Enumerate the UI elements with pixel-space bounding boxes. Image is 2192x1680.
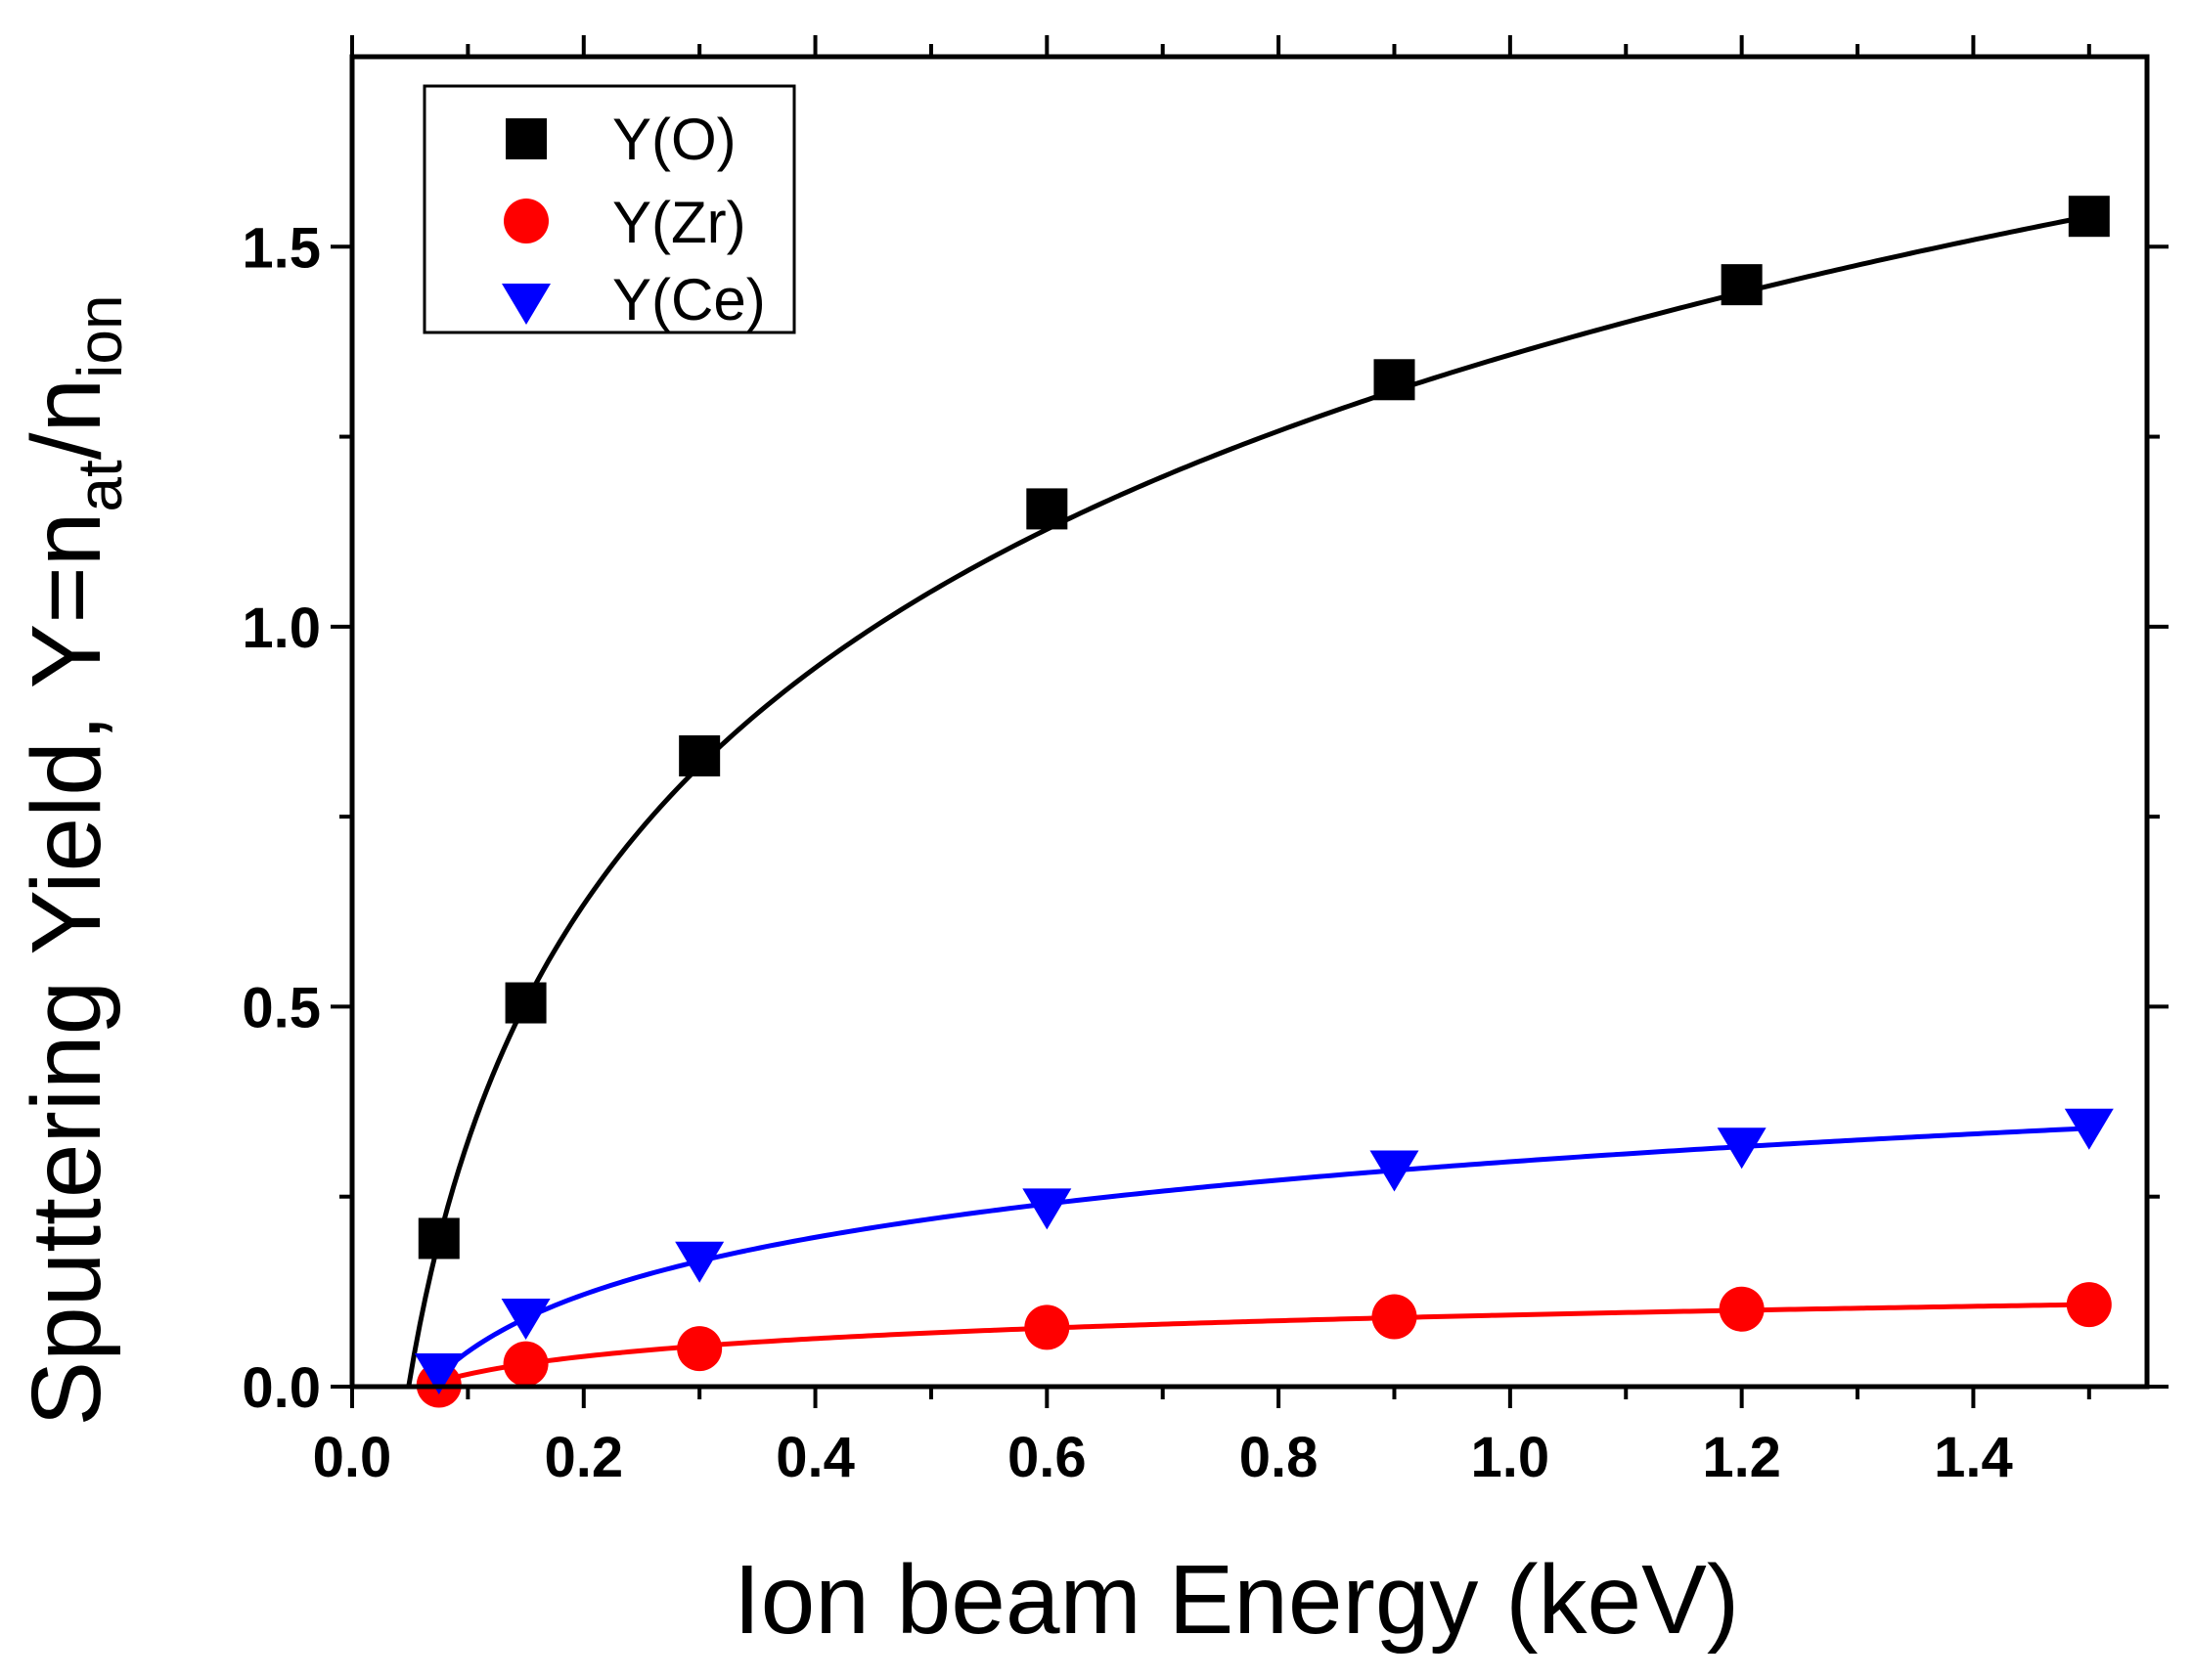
legend-label-o: Y(O) (612, 107, 737, 172)
y-axis-title-mid: /n (12, 378, 121, 460)
data-point-o (1721, 264, 1763, 306)
y-axis-title-sub-at: at (65, 460, 135, 512)
x-tick-label: 0.4 (776, 1426, 855, 1489)
data-point-o (2068, 196, 2110, 238)
data-markers (414, 196, 2114, 1408)
x-axis-title: Ion beam Energy (keV) (734, 1545, 1739, 1655)
data-point-ce (675, 1241, 725, 1283)
data-point-zr (2066, 1282, 2112, 1328)
fit-curve-1 (423, 1302, 2089, 1390)
data-point-zr (1719, 1286, 1765, 1332)
data-point-ce (1369, 1150, 1419, 1192)
data-point-ce (2064, 1108, 2114, 1150)
data-point-o (418, 1217, 460, 1260)
fit-curve-0 (406, 213, 2090, 1388)
axes (331, 35, 2169, 1408)
data-point-ce (1022, 1188, 1072, 1230)
y-tick-label: 0.0 (242, 1356, 321, 1420)
legend-marker-circle (504, 199, 549, 243)
legend-label-zr: Y(Zr) (612, 190, 746, 255)
data-point-zr (1371, 1294, 1417, 1340)
data-point-o (1373, 359, 1415, 401)
data-point-ce (1717, 1127, 1767, 1170)
x-tick-label: 1.4 (1934, 1426, 2013, 1489)
y-axis-title-sub-ion: ion (65, 294, 135, 377)
legend-label-ce: Y(Ce) (612, 267, 766, 332)
legend-marker-triangle (502, 284, 551, 325)
fit-curves (406, 213, 2090, 1390)
data-point-zr (503, 1341, 549, 1387)
x-tick-label: 1.2 (1702, 1426, 1781, 1489)
tick-labels: 0.0 0.2 0.4 0.6 0.8 1.0 1.2 1.4 0.0 0.5 1.0 1.5 (242, 216, 2012, 1489)
y-tick-label: 1.0 (242, 597, 321, 660)
data-point-zr (1024, 1304, 1070, 1350)
x-tick-label: 1.0 (1471, 1426, 1550, 1489)
data-point-zr (677, 1326, 723, 1372)
legend-marker-square (506, 118, 547, 159)
plot-frame (349, 54, 2150, 1390)
x-tick-label: 0.6 (1007, 1426, 1087, 1489)
x-tick-label: 0.2 (544, 1426, 623, 1489)
y-axis-title-group: Sputtering Yield, Y=nat/nion (12, 294, 135, 1426)
y-tick-label: 0.5 (242, 976, 321, 1039)
data-point-o (1026, 488, 1068, 530)
y-tick-label: 1.5 (242, 216, 321, 280)
legend: Y(O) Y(Zr) Y(Ce) (423, 84, 796, 334)
y-axis-title: Sputtering Yield, Y=nat/nion (12, 294, 135, 1426)
y-axis-title-main: Sputtering Yield, Y=n (12, 512, 121, 1427)
data-point-o (505, 982, 547, 1024)
x-tick-label: 0.0 (313, 1426, 392, 1489)
legend-box (423, 84, 796, 334)
data-point-ce (414, 1353, 464, 1395)
x-tick-label: 0.8 (1239, 1426, 1319, 1489)
data-point-o (679, 734, 721, 776)
data-point-ce (501, 1299, 551, 1341)
